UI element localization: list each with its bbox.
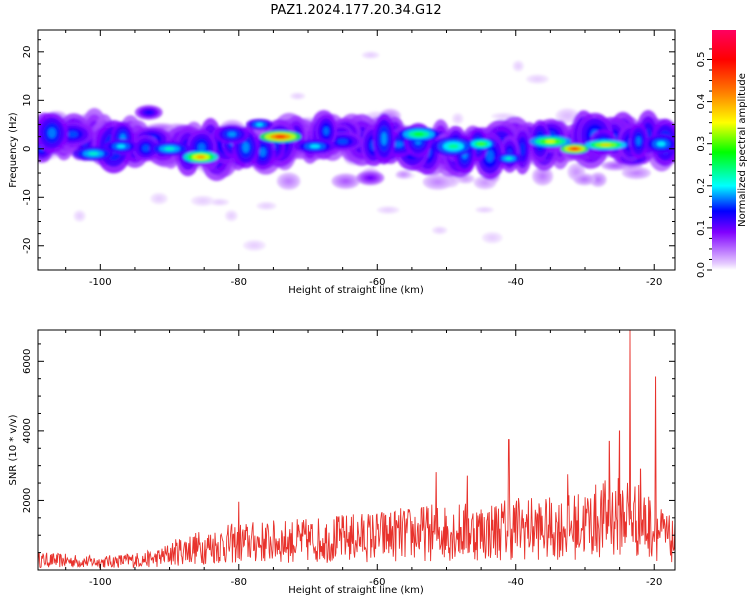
heatmap-cell — [142, 144, 150, 152]
heatmap-cell — [368, 54, 373, 57]
heatmap-cell — [381, 132, 387, 146]
heatmap-cell — [413, 132, 425, 137]
x-tick-label: -40 — [508, 277, 524, 288]
figure-title: PAZ1.2024.177.20.34.G12 — [270, 3, 441, 18]
heatmap-cell — [482, 180, 488, 185]
x-tick-label: -20 — [646, 577, 662, 588]
heatmap-cell — [596, 177, 601, 182]
heatmap-cell — [632, 171, 640, 175]
heatmap-cell — [197, 143, 206, 153]
snr-xlabel: Height of straight line (km) — [288, 585, 424, 596]
x-tick-label: -20 — [646, 277, 662, 288]
colorbar-tick-label: 0.4 — [696, 94, 707, 110]
heatmap-cell — [611, 164, 619, 167]
heatmap-cell — [385, 209, 391, 211]
heatmap-cell — [500, 115, 507, 118]
x-tick-label: -60 — [369, 577, 385, 588]
heatmap-cell — [448, 143, 459, 149]
heatmap-cell — [489, 236, 495, 240]
spectrogram-frame — [37, 29, 676, 271]
y-tick-label: 6000 — [22, 349, 33, 374]
heatmap-cell — [295, 95, 300, 98]
spectrogram-xlabel: Height of straight line (km) — [288, 285, 424, 296]
heatmap-cell — [463, 177, 468, 180]
heatmap-cell — [242, 142, 250, 153]
heatmap-cell — [156, 197, 162, 201]
snr-ylabel: SNR (10 * v/v) — [8, 414, 19, 485]
heatmap-cell — [217, 201, 222, 204]
snr-line — [38, 330, 675, 569]
x-tick-label: -100 — [89, 577, 112, 588]
y-tick-label: -20 — [22, 238, 33, 254]
heatmap-cell — [337, 139, 348, 144]
colorbar-tick-label: 0.3 — [696, 136, 707, 152]
heatmap-cell — [145, 110, 153, 115]
heatmap-cell — [259, 147, 267, 157]
heatmap-cell — [229, 214, 233, 218]
heatmap-cell — [505, 157, 513, 160]
colorbar-tick-label: 0.2 — [696, 178, 707, 194]
heatmap-cell — [199, 199, 206, 203]
y-tick-label: 4000 — [22, 418, 33, 443]
colorbar-gradient — [712, 30, 736, 270]
heatmap-cell — [366, 176, 374, 180]
heatmap-cell — [571, 147, 579, 150]
x-tick-label: -80 — [231, 577, 247, 588]
y-tick-label: 10 — [22, 94, 33, 107]
colorbar-tick-label: 0.5 — [696, 52, 707, 68]
heatmap-cell — [196, 155, 206, 159]
heatmap-cell — [251, 244, 258, 247]
heatmap-cell — [564, 113, 571, 118]
snr-frame — [37, 329, 676, 571]
heatmap-cell — [256, 123, 264, 126]
heatmap-cell — [437, 229, 442, 232]
heatmap-cell — [485, 150, 494, 162]
heatmap-cell — [275, 135, 286, 139]
x-tick-label: -100 — [89, 277, 112, 288]
heatmap-cell — [285, 178, 292, 184]
heatmap-cell — [433, 180, 442, 184]
heatmap-cell — [516, 64, 520, 68]
colorbar: 0.0 0.1 0.2 0.3 0.4 0.5 Normalized spectral a… — [696, 30, 748, 278]
heatmap-cell — [482, 209, 487, 211]
heatmap-cell — [477, 142, 485, 146]
heatmap-cell — [456, 117, 460, 121]
y-tick-label: 0 — [22, 146, 33, 152]
heatmap-cell — [519, 143, 525, 156]
heatmap-cell — [574, 169, 579, 175]
spectrogram-ylabel: Frequency (Hz) — [8, 112, 19, 188]
x-tick-label: -40 — [508, 577, 524, 588]
y-tick-label: 20 — [22, 45, 33, 58]
colorbar-tick-label: 0.1 — [696, 220, 707, 236]
heatmap-cell — [323, 126, 329, 136]
heatmap-cell — [600, 143, 611, 147]
x-tick-label: -80 — [231, 277, 247, 288]
heatmap-cell — [393, 141, 404, 148]
heatmap-cell — [581, 177, 588, 181]
y-tick-label: 2000 — [22, 488, 33, 513]
heatmap-cell — [78, 214, 82, 218]
heatmap-cell — [636, 136, 642, 146]
heatmap-cell — [227, 131, 237, 137]
heatmap-cell — [401, 173, 406, 176]
x-tick-label: -60 — [369, 277, 385, 288]
heatmap-cell — [656, 141, 666, 147]
snr-panel: -100 -80 -60 -40 -20 2000 4000 6000 Height of s… — [8, 329, 676, 596]
heatmap-cell — [309, 144, 321, 149]
heatmap-cell — [67, 131, 78, 138]
y-tick-label: -10 — [22, 189, 33, 205]
heatmap-cell — [47, 127, 57, 139]
heatmap-cell — [342, 179, 350, 184]
heatmap-cell — [88, 151, 99, 156]
heatmap-cell — [540, 173, 546, 179]
heatmap-cell — [263, 204, 269, 207]
heatmap-cell — [545, 140, 556, 143]
heatmap-cell — [164, 146, 175, 151]
heatmap-cell — [116, 144, 126, 149]
heatmap-cell — [534, 77, 541, 81]
colorbar-tick-label: 0.0 — [696, 262, 707, 278]
colorbar-label: Normalized spectral amplitude — [737, 73, 748, 227]
